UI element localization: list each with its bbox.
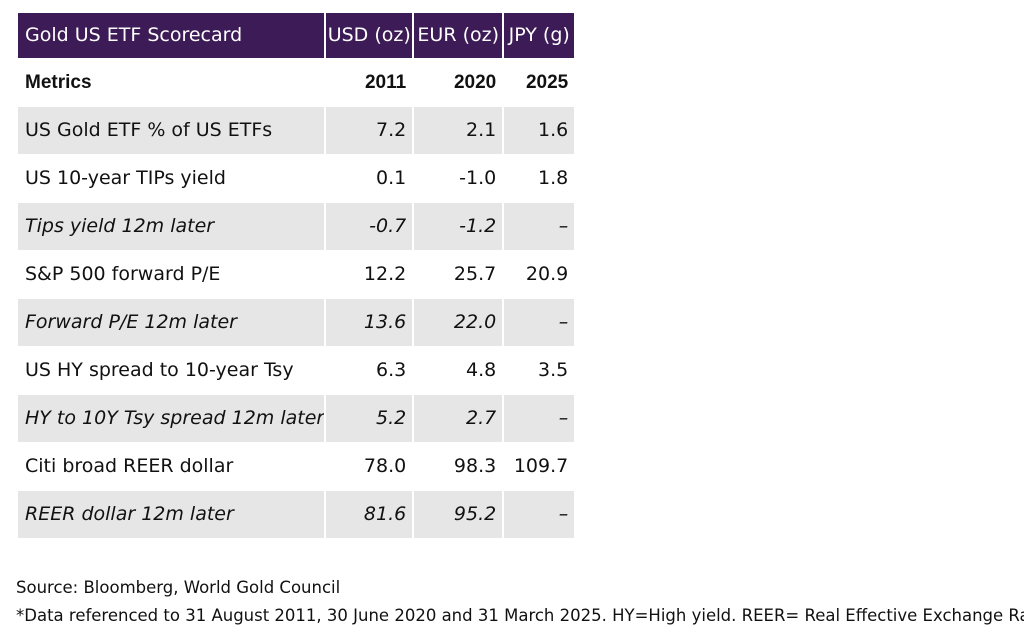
table-row: REER dollar 12m later 81.6 95.2–	[18, 491, 575, 539]
usd-2011-value: 0.1	[326, 155, 415, 203]
jpy-2025-value: 3.5	[504, 347, 575, 395]
eur-2020-value: 22.0	[414, 299, 505, 347]
scorecard-table: Gold US ETF Scorecard USD (oz) EUR (oz) …	[18, 13, 575, 539]
jpy-2025-value: –	[504, 395, 575, 443]
jpy-2025-value: –	[504, 203, 575, 251]
eur-2020-value: 4.8	[414, 347, 505, 395]
eur-2020-value: 25.7	[414, 251, 505, 299]
jpy-2025-value: 1.6	[504, 107, 575, 155]
eur-2020-value: -1.0	[414, 155, 505, 203]
year-2011: 2011	[326, 59, 415, 107]
table-row: US Gold ETF % of US ETFs 7.2 2.1 1.6	[18, 107, 575, 155]
eur-2020-value: 2.1	[414, 107, 505, 155]
year-2020: 2020	[414, 59, 505, 107]
eur-2020-value: -1.2	[414, 203, 505, 251]
eur-2020-value: 95.2	[414, 491, 505, 539]
jpy-2025-value: 1.8	[504, 155, 575, 203]
eur-2020-value: 2.7	[414, 395, 505, 443]
table-row: Tips yield 12m later -0.7 -1.2–	[18, 203, 575, 251]
header-jpy: JPY (g)	[504, 13, 575, 59]
row-label: REER dollar 12m later	[18, 491, 327, 539]
row-label: HY to 10Y Tsy spread 12m later	[18, 395, 327, 443]
usd-2011-value: 5.2	[326, 395, 415, 443]
row-label: Citi broad REER dollar	[18, 443, 327, 491]
table-row: Citi broad REER dollar 78.0 98.3 109.7	[18, 443, 575, 491]
jpy-2025-value: 20.9	[504, 251, 575, 299]
row-label: US 10-year TIPs yield	[18, 155, 327, 203]
table-row: US HY spread to 10-year Tsy 6.3 4.8 3.5	[18, 347, 575, 395]
table-row: S&P 500 forward P/E 12.2 25.7 20.9	[18, 251, 575, 299]
usd-2011-value: 81.6	[326, 491, 415, 539]
jpy-2025-value: 109.7	[504, 443, 575, 491]
usd-2011-value: 12.2	[326, 251, 415, 299]
usd-2011-value: 13.6	[326, 299, 415, 347]
jpy-2025-value: –	[504, 491, 575, 539]
notes: Source: Bloomberg, World Gold Council *D…	[16, 574, 1024, 630]
table-row: HY to 10Y Tsy spread 12m later 5.2 2.7–	[18, 395, 575, 443]
usd-2011-value: 78.0	[326, 443, 415, 491]
footnote: *Data referenced to 31 August 2011, 30 J…	[16, 606, 1024, 625]
row-label: Tips yield 12m later	[18, 203, 327, 251]
header-usd: USD (oz)	[326, 13, 415, 59]
usd-2011-value: 6.3	[326, 347, 415, 395]
row-label: Forward P/E 12m later	[18, 299, 327, 347]
header-row: Gold US ETF Scorecard USD (oz) EUR (oz) …	[18, 13, 575, 59]
table-row: Forward P/E 12m later 13.6 22.0–	[18, 299, 575, 347]
table-title: Gold US ETF Scorecard	[18, 13, 327, 59]
header-eur: EUR (oz)	[414, 13, 505, 59]
source-note: Source: Bloomberg, World Gold Council	[16, 578, 341, 597]
jpy-2025-value: –	[504, 299, 575, 347]
metrics-row: Metrics 2011 2020 2025	[18, 59, 575, 107]
usd-2011-value: -0.7	[326, 203, 415, 251]
table-row: US 10-year TIPs yield 0.1 -1.0 1.8	[18, 155, 575, 203]
year-2025: 2025	[504, 59, 575, 107]
row-label: US HY spread to 10-year Tsy	[18, 347, 327, 395]
row-label: US Gold ETF % of US ETFs	[18, 107, 327, 155]
usd-2011-value: 7.2	[326, 107, 415, 155]
row-label: S&P 500 forward P/E	[18, 251, 327, 299]
eur-2020-value: 98.3	[414, 443, 505, 491]
metrics-label: Metrics	[18, 59, 327, 107]
